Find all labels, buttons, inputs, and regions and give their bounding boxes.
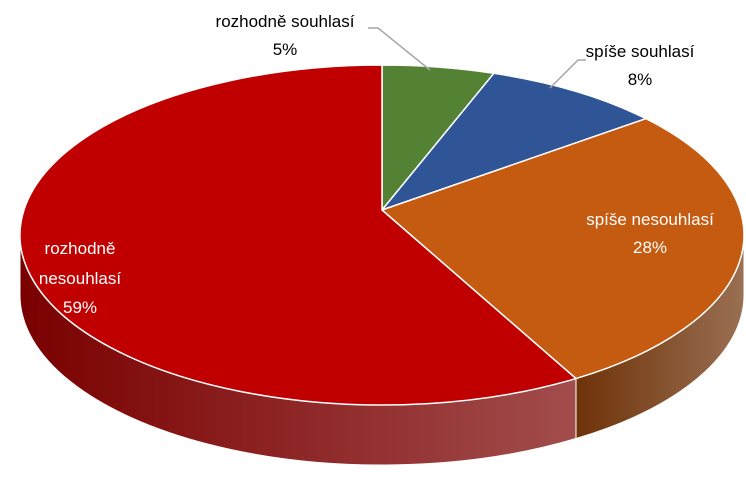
data-label: spíše nesouhlasí 28% — [586, 206, 714, 262]
data-label: rozhodně nesouhlasí 59% — [25, 234, 135, 322]
category-label: spíše nesouhlasí — [586, 210, 714, 229]
value-label: 59% — [62, 298, 98, 317]
pie-slice — [380, 117, 745, 380]
category-label: rozhodně nesouhlasí — [38, 239, 122, 288]
value-label: 5% — [272, 40, 298, 59]
leader-line — [368, 27, 431, 71]
pie-slice — [379, 72, 648, 212]
data-label: spíše souhlasí 8% — [586, 38, 695, 94]
category-label: rozhodně souhlasí — [215, 12, 355, 31]
pie-slice — [19, 64, 578, 406]
data-label: rozhodně souhlasí 5% — [216, 8, 355, 64]
leader-line — [549, 59, 586, 89]
category-label: spíše souhlasí — [585, 42, 695, 61]
value-label: 28% — [632, 238, 668, 257]
value-label: 8% — [627, 70, 653, 89]
